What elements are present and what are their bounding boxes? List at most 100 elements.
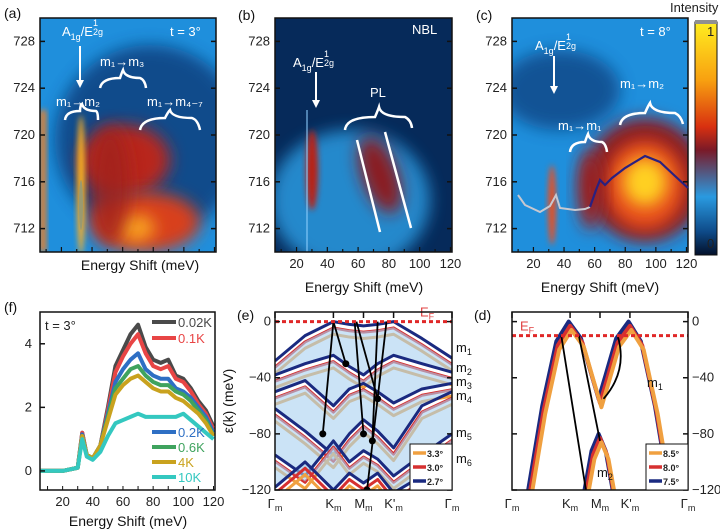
xlabel-b: Energy Shift (meV) <box>305 279 423 295</box>
arrow-head <box>363 486 371 490</box>
pl-guide-line <box>383 131 413 229</box>
xtick-label-c: 120 <box>676 256 698 271</box>
ytick-label-a: 716 <box>13 174 35 189</box>
ytick-label-b: 716 <box>248 174 270 189</box>
legend-label-7.5°: 7.5° <box>663 477 680 487</box>
transition-arrow <box>321 321 335 434</box>
arrow-head <box>342 360 350 368</box>
ann-m1-m4-7-a: m₁→m₄₋₇ <box>147 94 203 109</box>
tag-a: t = 3° <box>170 24 201 39</box>
ann-m1-m1-c: m₁→m₁ <box>558 118 602 133</box>
legend-label-0.02K: 0.02K <box>178 315 212 330</box>
xtick-label-f: 60 <box>116 494 130 509</box>
panel-label-c: (c) <box>476 7 492 23</box>
xtick-label-b: 60 <box>351 256 365 271</box>
band-fill <box>275 386 452 455</box>
brace <box>618 99 685 126</box>
ytick-label-e: −40 <box>249 370 271 385</box>
panel-label-a: (a) <box>4 5 21 21</box>
phonon-label-b: A1g/E1 2g <box>293 49 334 73</box>
arrow-head <box>550 86 558 94</box>
xtick-label-c: 80 <box>618 256 632 271</box>
ytick-label-b: 720 <box>248 127 270 142</box>
arrow-head <box>76 80 84 88</box>
band-m4-2.7° <box>275 390 452 457</box>
ytick-label-d: −120 <box>692 482 720 497</box>
ytick-label-f: 4 <box>25 336 32 351</box>
xtick-label-f: 80 <box>146 494 160 509</box>
band-plot-d <box>526 319 673 490</box>
ytick-label-a: 712 <box>13 221 35 236</box>
ytick-label-f: 2 <box>25 399 32 414</box>
transition-arrow <box>332 321 347 364</box>
xtick-label-d: Γm <box>505 496 520 513</box>
ytick-label-c: 728 <box>485 33 507 48</box>
xlabel-f: Energy Shift (meV) <box>69 513 187 529</box>
ytick-label-b: 712 <box>248 221 270 236</box>
colorbar-title: Intensity <box>670 0 719 15</box>
colorbar-min: 0 <box>707 236 714 251</box>
ytick-label-d: 0 <box>692 314 699 329</box>
band-m2 <box>586 440 617 490</box>
xtick-label-e: Γm <box>445 496 460 513</box>
xlabel-a: Energy Shift (meV) <box>81 257 199 273</box>
ylabel-e: ε(k) (meV) <box>220 369 236 434</box>
xtick-label-f: 20 <box>55 494 69 509</box>
xtick-label-d: Γm <box>681 496 696 513</box>
colorbar-max: 1 <box>707 24 714 39</box>
transition-arrow <box>577 335 601 442</box>
legend-label-3.0°: 3.0° <box>427 463 444 473</box>
brace <box>98 66 148 89</box>
ytick-label-c: 724 <box>485 80 507 95</box>
tag-c: t = 8° <box>640 24 671 39</box>
xtick-label-c: 20 <box>526 256 540 271</box>
legend-label-8.0°: 8.0° <box>663 463 680 473</box>
xtick-label-b: 120 <box>440 256 462 271</box>
ann-m1-m2-a: m₁→m₂ <box>56 94 100 109</box>
xtick-label-f: 100 <box>172 494 194 509</box>
legend-label-0.2K: 0.2K <box>178 425 205 440</box>
arrow-head <box>319 430 327 438</box>
arrow-head <box>312 100 320 108</box>
ytick-label-c: 720 <box>485 127 507 142</box>
band-m3-2.7° <box>275 379 452 408</box>
xtick-label-f: 120 <box>203 494 225 509</box>
panel-label-d: (d) <box>474 307 491 323</box>
ytick-label-d: −80 <box>692 426 714 441</box>
xtick-label-f: 40 <box>86 494 100 509</box>
band-m1-2.7° <box>275 320 452 363</box>
phonon-label-text: A1g/E1 2g <box>293 49 334 73</box>
transition-arrow <box>353 321 365 434</box>
phonon-label-text: A1g/E1 2g <box>62 18 103 42</box>
xtick-label-e: K'm <box>384 496 403 513</box>
phonon-label-a: A1g/E1 2g <box>62 18 103 42</box>
tag-b: NBL <box>412 22 437 37</box>
ytick-label-b: 724 <box>248 80 270 95</box>
panel-label-e: (e) <box>237 307 254 323</box>
band-fill <box>275 439 452 490</box>
xtick-label-b: 40 <box>320 256 334 271</box>
legend-label-2.7°: 2.7° <box>427 477 444 487</box>
band-label-m1: m1 <box>647 375 663 392</box>
xtick-label-e: Γm <box>268 496 283 513</box>
plot-frame-f <box>39 311 216 491</box>
ytick-label-e: −120 <box>242 482 271 497</box>
ytick-label-d: −40 <box>692 370 714 385</box>
spectrum-overlay-gray <box>517 192 591 214</box>
transition-arrow <box>366 321 388 490</box>
phonon-label-c: A1g/E1 2g <box>535 32 576 56</box>
brace <box>568 130 609 153</box>
ann-pl: PL <box>370 85 386 100</box>
ytick-label-c: 712 <box>485 221 507 236</box>
xtick-label-e: Mm <box>354 496 372 513</box>
band-label-m1: m1 <box>456 340 472 357</box>
panel-label-b: (b) <box>238 7 255 23</box>
band-label-m5: m5 <box>456 425 472 442</box>
legend-label-0.1K: 0.1K <box>178 331 205 346</box>
xtick-label-d: Km <box>562 496 578 513</box>
band-m6-3.3° <box>284 473 452 490</box>
arrow-head <box>360 430 367 438</box>
heatmap-c <box>512 18 688 252</box>
heatmap-a <box>40 18 216 252</box>
